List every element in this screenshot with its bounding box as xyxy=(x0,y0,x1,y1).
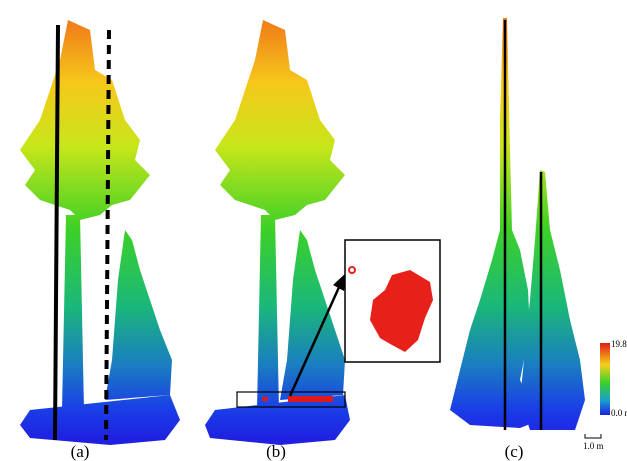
scale-bar xyxy=(585,434,601,438)
panel-label: (a) xyxy=(71,442,90,461)
panel-c xyxy=(450,18,585,430)
scale-bar-label: 1.0 m xyxy=(583,441,604,451)
panel-a xyxy=(20,20,180,445)
tree-crown xyxy=(105,230,172,400)
colorbar-max-label: 19.8 m xyxy=(611,339,627,349)
panel-b xyxy=(205,20,440,445)
page: Figure html, body { margin: 0; padding: … xyxy=(0,0,627,461)
figure: 19.8 m 0.0 m 1.0 m (a) (b) (c) xyxy=(0,0,627,461)
tree-crown xyxy=(20,20,150,220)
colorbar-min-label: 0.0 m xyxy=(611,408,627,418)
body: {"panels": [{"label": "(a)"}, {"label": … xyxy=(0,0,627,461)
slice-points xyxy=(288,396,333,402)
tree-trunk xyxy=(62,215,84,410)
tree-crown xyxy=(215,20,345,220)
panel-label: (b) xyxy=(266,442,286,461)
panel-label: (c) xyxy=(505,442,524,461)
tree-trunk xyxy=(257,215,279,410)
tree-crown xyxy=(280,230,345,400)
ground xyxy=(20,395,180,445)
colorbar xyxy=(600,343,610,415)
slice-points xyxy=(262,397,268,401)
tree-crown xyxy=(520,170,585,430)
